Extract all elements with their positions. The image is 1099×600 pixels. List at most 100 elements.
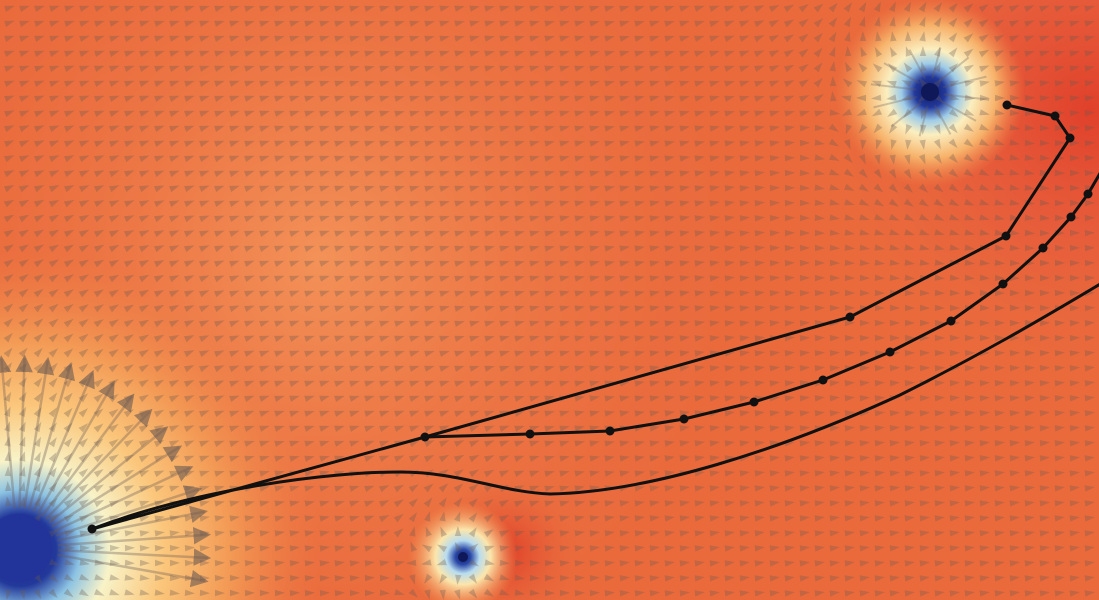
field-arrow <box>409 155 420 162</box>
field-arrow <box>469 365 480 372</box>
field-arrow <box>183 350 195 358</box>
field-arrow <box>259 215 270 222</box>
field-arrow <box>319 140 330 147</box>
field-arrow <box>154 65 165 72</box>
field-arrow <box>379 455 390 462</box>
field-arrow <box>529 65 540 72</box>
field-arrow <box>108 484 120 493</box>
field-arrow <box>934 410 945 417</box>
field-arrow <box>979 65 990 73</box>
field-arrow <box>139 200 150 208</box>
field-arrow <box>694 260 705 267</box>
field-arrow <box>1039 154 1050 161</box>
field-arrow <box>875 31 882 42</box>
field-arrow <box>1084 65 1095 72</box>
field-arrow <box>559 5 570 12</box>
field-arrow <box>154 455 165 463</box>
field-arrow <box>79 515 90 523</box>
field-arrow <box>394 5 405 12</box>
field-arrow <box>78 333 89 343</box>
field-arrow <box>858 62 868 73</box>
field-arrow <box>63 422 73 433</box>
field-arrow <box>3 406 11 417</box>
field-arrow <box>33 303 44 313</box>
field-arrow <box>364 485 375 492</box>
field-arrow <box>709 500 720 507</box>
field-arrow <box>319 395 330 402</box>
field-arrow <box>514 50 525 57</box>
field-arrow <box>19 5 30 12</box>
field-arrow <box>919 440 930 447</box>
field-arrow <box>574 575 585 582</box>
field-arrow <box>199 395 210 403</box>
field-arrow <box>724 545 735 552</box>
field-arrow <box>514 530 525 537</box>
field-arrow <box>769 545 780 552</box>
field-arrow <box>933 77 943 88</box>
field-arrow <box>64 170 75 178</box>
field-arrow <box>739 275 750 282</box>
field-arrow <box>994 124 1005 131</box>
field-arrow <box>334 380 345 387</box>
field-arrow <box>468 498 478 508</box>
field-arrow <box>844 470 855 477</box>
field-arrow <box>1069 50 1080 57</box>
field-arrow <box>920 319 930 327</box>
field-arrow <box>499 559 510 566</box>
field-arrow <box>1039 320 1050 327</box>
field-arrow <box>964 470 975 477</box>
field-arrow <box>48 318 59 328</box>
field-arrow <box>664 95 675 102</box>
field-arrow <box>63 588 74 598</box>
field-arrow <box>544 455 555 462</box>
field-arrow <box>123 349 134 358</box>
field-arrow <box>754 275 765 282</box>
field-arrow <box>619 305 630 312</box>
field-arrow <box>874 500 885 507</box>
field-arrow <box>469 230 480 237</box>
field-arrow <box>559 200 570 207</box>
field-arrow <box>63 467 73 478</box>
field-arrow <box>469 125 480 132</box>
field-arrow <box>739 20 750 28</box>
field-arrow <box>889 16 896 27</box>
field-arrow <box>393 499 404 508</box>
field-arrow <box>1009 199 1020 206</box>
field-arrow <box>619 515 630 522</box>
field-arrow <box>33 421 42 433</box>
field-arrow <box>978 49 990 58</box>
field-arrow <box>453 454 465 463</box>
field-arrow <box>4 140 15 148</box>
field-arrow <box>679 200 690 207</box>
field-arrow <box>109 170 120 178</box>
field-arrow <box>214 320 225 328</box>
field-arrow <box>994 500 1005 507</box>
field-arrow <box>394 230 405 237</box>
field-arrow <box>1069 395 1080 402</box>
field-arrow <box>274 5 285 12</box>
field-arrow <box>1039 575 1050 582</box>
field-arrow <box>409 50 420 57</box>
field-arrow <box>829 470 840 477</box>
field-arrow <box>634 515 645 522</box>
field-arrow <box>963 138 974 147</box>
field-arrow <box>379 410 390 417</box>
field-arrow <box>229 170 240 177</box>
field-arrow <box>574 125 585 132</box>
field-arrow <box>229 305 240 313</box>
field-arrow <box>424 350 435 357</box>
field-arrow <box>48 377 58 388</box>
field-arrow <box>860 139 867 150</box>
field-arrow <box>274 50 285 57</box>
field-arrow <box>589 305 600 312</box>
field-arrow <box>94 65 105 72</box>
field-arrow <box>979 229 990 236</box>
field-arrow <box>544 290 555 297</box>
field-arrow <box>154 230 165 238</box>
field-arrow <box>63 498 74 508</box>
field-arrow <box>784 229 795 237</box>
field-arrow <box>679 275 690 282</box>
field-arrow <box>259 515 270 522</box>
field-arrow <box>124 140 135 147</box>
field-arrow <box>888 168 897 180</box>
